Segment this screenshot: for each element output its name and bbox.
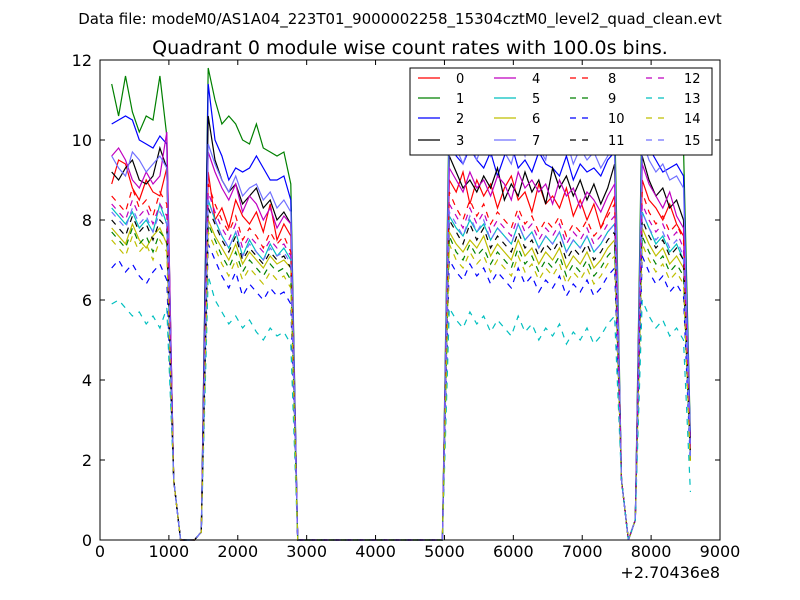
legend-label-13: 13 (684, 92, 701, 107)
legend-label-4: 4 (532, 72, 540, 87)
chart-title: Quadrant 0 module wise count rates with … (152, 37, 668, 59)
x-tick-label: 3000 (286, 542, 327, 561)
y-tick-label: 0 (82, 531, 92, 550)
y-tick-label: 10 (72, 131, 92, 150)
series-line-14 (111, 231, 691, 541)
ticks-layer: 0 1000 2000 3000 4000 5000 6000 7000 8000 9000 0 2 4… (72, 51, 741, 561)
legend-label-11: 11 (608, 134, 625, 149)
y-tick-label: 2 (82, 451, 92, 470)
legend-label-10: 10 (608, 112, 625, 127)
legend-label-7: 7 (532, 134, 540, 149)
x-tick-label: 8000 (631, 542, 672, 561)
x-tick-label: 1000 (149, 542, 190, 561)
legend-label-8: 8 (608, 72, 616, 87)
series-line-15 (111, 199, 691, 541)
x-tick-label: 6000 (493, 542, 534, 561)
x-tick-label: 4000 (355, 542, 396, 561)
legend-label-0: 0 (456, 72, 464, 87)
y-tick-label: 8 (82, 211, 92, 230)
legend-frame (409, 67, 713, 156)
legend-label-12: 12 (684, 72, 701, 87)
legend-label-1: 1 (456, 92, 464, 107)
legend-label-3: 3 (456, 134, 464, 149)
y-tick-label: 12 (72, 51, 92, 70)
y-tick-label: 4 (82, 371, 92, 390)
legend-label-15: 15 (684, 134, 701, 149)
series-line-8 (111, 183, 691, 541)
legend-label-5: 5 (532, 92, 540, 107)
legend-label-6: 6 (532, 112, 540, 127)
x-tick-label: 0 (95, 542, 105, 561)
x-tick-label: 5000 (424, 542, 465, 561)
x-tick-label: 7000 (562, 542, 603, 561)
y-tick-label: 6 (82, 291, 92, 310)
x-tick-label: 9000 (700, 542, 741, 561)
legend-label-9: 9 (608, 92, 616, 107)
plot-frame (99, 59, 721, 541)
legend-label-2: 2 (456, 112, 464, 127)
figure-suptitle: Data file: modeM0/AS1A04_223T01_90000022… (78, 10, 722, 29)
x-axis-offset-label: +2.70436e8 (620, 563, 720, 582)
x-tick-label: 2000 (217, 542, 258, 561)
legend-label-14: 14 (684, 112, 701, 127)
